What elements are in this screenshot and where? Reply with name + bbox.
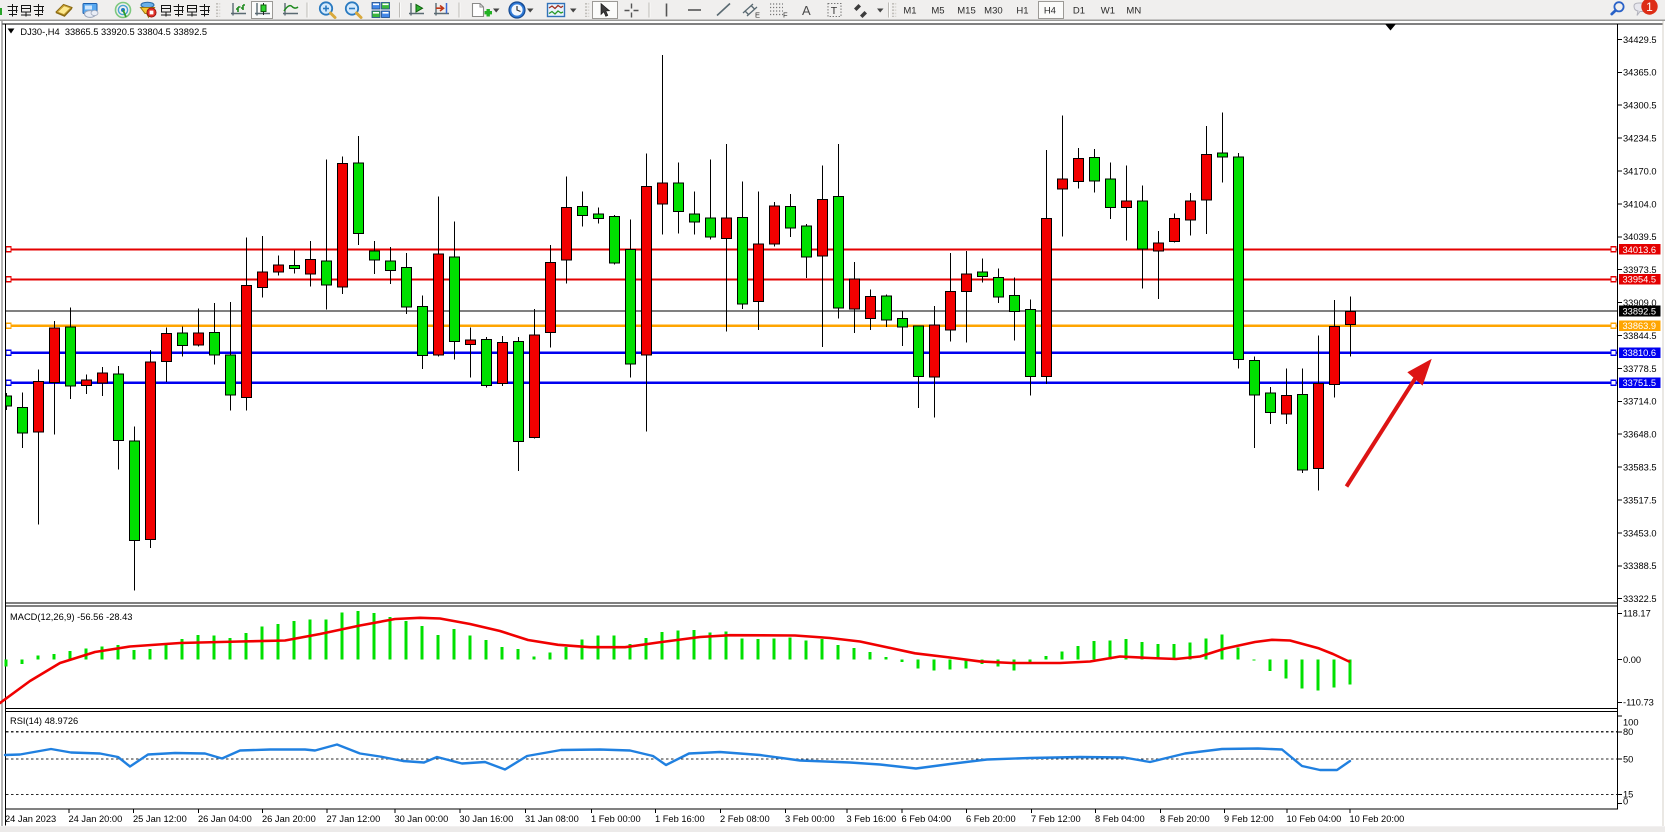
- svg-text:34039.5: 34039.5: [1623, 232, 1657, 242]
- svg-text:DJ30-,H4 33865.5 33920.5 3380: DJ30-,H4 33865.5 33920.5 33804.5 33892.5: [20, 27, 207, 37]
- svg-text:24 Jan 2023: 24 Jan 2023: [5, 814, 56, 824]
- svg-text:31 Jan 08:00: 31 Jan 08:00: [525, 814, 579, 824]
- svg-text:RSI(14) 48.9726: RSI(14) 48.9726: [10, 716, 78, 726]
- svg-text:M5: M5: [931, 6, 944, 17]
- svg-text:33863.9: 33863.9: [1623, 321, 1657, 331]
- svg-text:E: E: [755, 11, 760, 20]
- svg-text:50: 50: [1623, 754, 1633, 764]
- svg-text:30 Jan 16:00: 30 Jan 16:00: [460, 814, 514, 824]
- svg-text:3 Feb 16:00: 3 Feb 16:00: [847, 814, 897, 824]
- svg-text:26 Jan 04:00: 26 Jan 04:00: [198, 814, 252, 824]
- svg-text:118.17: 118.17: [1623, 609, 1651, 619]
- svg-text:-110.73: -110.73: [1623, 698, 1654, 708]
- svg-text:0.00: 0.00: [1623, 655, 1641, 665]
- svg-text:10 Feb 04:00: 10 Feb 04:00: [1287, 814, 1342, 824]
- svg-text:33388.5: 33388.5: [1623, 561, 1657, 571]
- svg-text:33909.0: 33909.0: [1623, 298, 1657, 308]
- svg-text:W1: W1: [1101, 6, 1115, 17]
- svg-text:T: T: [831, 5, 838, 17]
- svg-text:10 Feb 20:00: 10 Feb 20:00: [1350, 814, 1405, 824]
- svg-text:33778.5: 33778.5: [1623, 364, 1657, 374]
- svg-text:33892.5: 33892.5: [1623, 306, 1657, 316]
- svg-text:33322.5: 33322.5: [1623, 594, 1657, 604]
- svg-text:0: 0: [1623, 796, 1628, 806]
- svg-text:8 Feb 20:00: 8 Feb 20:00: [1160, 814, 1210, 824]
- svg-text:100: 100: [1623, 718, 1639, 728]
- svg-text:33714.0: 33714.0: [1623, 397, 1657, 407]
- svg-text:34170.0: 34170.0: [1623, 166, 1657, 176]
- svg-text:H1: H1: [1016, 6, 1028, 17]
- svg-text:33973.5: 33973.5: [1623, 265, 1657, 275]
- svg-text:33583.5: 33583.5: [1623, 463, 1657, 473]
- svg-text:33810.6: 33810.6: [1623, 348, 1657, 358]
- svg-text:33453.0: 33453.0: [1623, 528, 1657, 538]
- svg-text:D1: D1: [1073, 6, 1085, 17]
- svg-text:H4: H4: [1044, 6, 1056, 17]
- svg-text:33517.5: 33517.5: [1623, 495, 1657, 505]
- svg-text:33751.5: 33751.5: [1623, 378, 1657, 388]
- svg-text:M15: M15: [957, 6, 975, 17]
- svg-text:7 Feb 12:00: 7 Feb 12:00: [1031, 814, 1081, 824]
- svg-text:1 Feb 00:00: 1 Feb 00:00: [591, 814, 641, 824]
- svg-text:1 Feb 16:00: 1 Feb 16:00: [655, 814, 705, 824]
- svg-text:24 Jan 20:00: 24 Jan 20:00: [69, 814, 123, 824]
- svg-text:33844.5: 33844.5: [1623, 331, 1657, 341]
- svg-text:F: F: [783, 11, 788, 20]
- svg-text:M1: M1: [903, 6, 916, 17]
- svg-text:34365.0: 34365.0: [1623, 68, 1657, 78]
- svg-text:MN: MN: [1126, 6, 1141, 17]
- svg-text:A: A: [802, 3, 811, 18]
- svg-text:2 Feb 08:00: 2 Feb 08:00: [720, 814, 770, 824]
- svg-text:30 Jan 00:00: 30 Jan 00:00: [395, 814, 449, 824]
- svg-text:34429.5: 34429.5: [1623, 35, 1657, 45]
- svg-text:6 Feb 04:00: 6 Feb 04:00: [902, 814, 952, 824]
- svg-text:33648.0: 33648.0: [1623, 430, 1657, 440]
- svg-text:9 Feb 12:00: 9 Feb 12:00: [1224, 814, 1274, 824]
- svg-text:34013.6: 34013.6: [1623, 245, 1657, 255]
- svg-text:34104.0: 34104.0: [1623, 199, 1657, 209]
- svg-text:80: 80: [1623, 727, 1633, 737]
- svg-text:1: 1: [1646, 0, 1653, 14]
- svg-text:M30: M30: [984, 6, 1002, 17]
- svg-text:8 Feb 04:00: 8 Feb 04:00: [1095, 814, 1145, 824]
- svg-text:3 Feb 00:00: 3 Feb 00:00: [785, 814, 835, 824]
- svg-text:26 Jan 20:00: 26 Jan 20:00: [262, 814, 316, 824]
- svg-text:25 Jan 12:00: 25 Jan 12:00: [133, 814, 187, 824]
- svg-text:15: 15: [1623, 789, 1633, 799]
- svg-text:33954.5: 33954.5: [1623, 275, 1657, 285]
- svg-text:27 Jan 12:00: 27 Jan 12:00: [327, 814, 381, 824]
- svg-text:34234.5: 34234.5: [1623, 134, 1657, 144]
- svg-text:6 Feb 20:00: 6 Feb 20:00: [966, 814, 1016, 824]
- svg-text:MACD(12,26,9) -56.56 -28.43: MACD(12,26,9) -56.56 -28.43: [10, 612, 132, 622]
- svg-text:34300.5: 34300.5: [1623, 101, 1657, 111]
